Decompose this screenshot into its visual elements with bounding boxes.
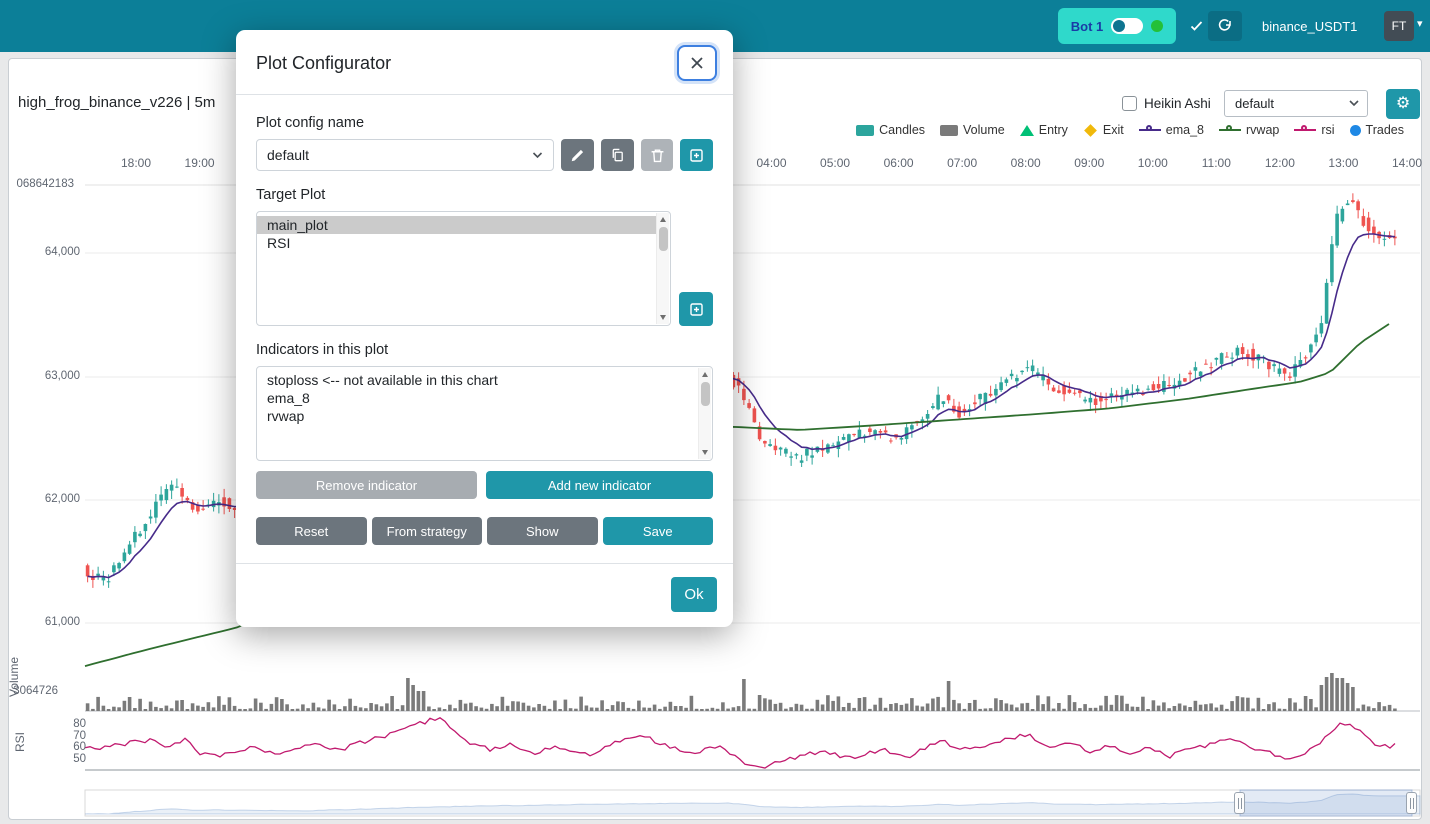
chevron-down-icon [533, 151, 543, 158]
rect-marker-icon [940, 124, 959, 136]
config-name-select[interactable]: default [256, 139, 555, 171]
trash-icon [651, 148, 663, 162]
add-config-button[interactable] [680, 139, 714, 171]
bot-toggle[interactable] [1111, 18, 1144, 34]
heikin-ashi-checkbox[interactable] [1122, 96, 1137, 111]
bot-name-label: Bot 1 [1070, 18, 1104, 34]
reset-button[interactable]: Reset [256, 517, 367, 545]
indicator-option[interactable]: stoploss <-- not available in this chart [267, 372, 498, 388]
diamond-marker-icon [1084, 123, 1097, 137]
duplicate-config-button[interactable] [601, 139, 634, 171]
plus-square-icon [689, 302, 703, 316]
legend-item-trades[interactable]: Trades [1349, 123, 1404, 137]
circle-marker-icon [1349, 124, 1361, 136]
plot-config-select[interactable]: default [1224, 90, 1368, 117]
triangle-marker-icon [1019, 124, 1034, 136]
show-button[interactable]: Show [487, 517, 598, 545]
close-button[interactable] [677, 45, 717, 81]
indicators-list[interactable]: stoploss <-- not available in this chart… [256, 366, 713, 461]
scrollbar[interactable] [656, 213, 669, 324]
legend-label: rsi [1321, 123, 1335, 137]
refresh-icon [1218, 19, 1231, 31]
check-icon [1190, 19, 1203, 37]
ok-button[interactable]: Ok [671, 577, 717, 612]
rect-marker-icon [856, 124, 875, 136]
scroll-down-icon[interactable] [702, 450, 708, 455]
indicator-option[interactable]: rvwap [267, 408, 305, 424]
line-marker-icon [1294, 125, 1317, 131]
datazoom-handle-left[interactable] [1234, 792, 1245, 814]
add-plot-button[interactable] [679, 292, 713, 326]
add-indicator-button[interactable]: Add new indicator [486, 471, 713, 499]
plot-settings-button[interactable]: ⚙ [1386, 89, 1420, 119]
legend-item-rsi[interactable]: rsi [1294, 123, 1335, 137]
target-plot-option[interactable]: main_plot [257, 216, 656, 234]
dialog-title: Plot Configurator [256, 52, 392, 73]
pencil-icon [571, 149, 584, 161]
bot-online-indicator [1151, 20, 1164, 32]
gear-icon: ⚙ [1395, 95, 1411, 112]
scroll-thumb[interactable] [659, 227, 668, 251]
legend-label: rvwap [1246, 123, 1280, 137]
indicator-option[interactable]: ema_8 [267, 390, 310, 406]
plus-square-icon [690, 148, 703, 162]
legend-label: ema_8 [1165, 123, 1204, 137]
chart-legend: Candles Volume Entry Exit ema_8 rvwap rsi Trade… [856, 123, 1404, 137]
delete-config-button[interactable] [640, 139, 674, 171]
remove-indicator-button[interactable]: Remove indicator [256, 471, 477, 499]
legend-label: Entry [1038, 123, 1068, 137]
legend-label: Trades [1365, 123, 1404, 137]
from-strategy-button[interactable]: From strategy [371, 517, 482, 545]
scroll-up-icon[interactable] [660, 217, 666, 222]
line-marker-icon [1219, 125, 1241, 131]
dialog-header: Plot Configurator [236, 30, 733, 95]
target-plot-list[interactable]: main_plot RSI [256, 211, 671, 326]
indicators-label: Indicators in this plot [256, 342, 389, 358]
scroll-thumb[interactable] [701, 382, 710, 406]
legend-item-rvwap[interactable]: rvwap [1219, 123, 1279, 137]
edit-config-button[interactable] [561, 139, 595, 171]
datazoom-handle-right[interactable] [1406, 792, 1417, 814]
close-icon [691, 57, 703, 69]
plot-configurator-dialog: Plot Configurator Plot config name defau… [236, 30, 733, 627]
legend-item-ema_8[interactable]: ema_8 [1138, 123, 1204, 137]
bot-exchange-label: binance_USDT1 [1262, 19, 1358, 34]
refresh-button[interactable] [1208, 11, 1242, 41]
copy-icon [612, 148, 623, 161]
scroll-up-icon[interactable] [702, 372, 708, 377]
line-marker-icon [1138, 125, 1161, 131]
dialog-footer: Ok [236, 563, 733, 627]
save-button[interactable]: Save [602, 517, 713, 545]
config-name-value: default [267, 147, 310, 163]
toggle-knob [1113, 20, 1126, 32]
plot-config-select-value: default [1235, 96, 1275, 111]
legend-item-exit[interactable]: Exit [1083, 123, 1124, 137]
legend-label: Exit [1102, 123, 1124, 137]
scrollbar[interactable] [698, 368, 711, 459]
target-plot-option[interactable]: RSI [267, 235, 291, 251]
avatar-caret-icon[interactable]: ▾ [1417, 18, 1423, 30]
bot-selector[interactable]: Bot 1 [1058, 8, 1176, 44]
legend-label: Candles [879, 123, 926, 137]
legend-item-entry[interactable]: Entry [1019, 123, 1068, 137]
legend-item-candles[interactable]: Candles [856, 123, 925, 137]
scroll-down-icon[interactable] [660, 315, 666, 320]
legend-item-volume[interactable]: Volume [940, 123, 1005, 137]
avatar[interactable]: FT [1384, 11, 1414, 41]
plot-config-name-label: Plot config name [256, 115, 365, 131]
legend-label: Volume [963, 123, 1005, 137]
target-plot-label: Target Plot [256, 187, 326, 203]
chevron-down-icon [1349, 100, 1359, 107]
